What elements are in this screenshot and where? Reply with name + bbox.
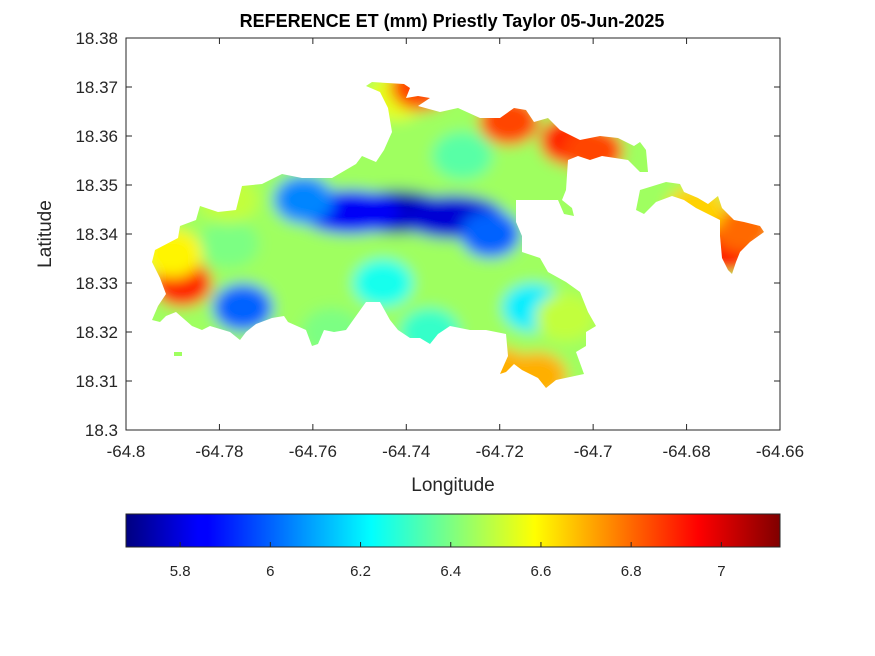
colorbar-tick-label: 6.6 xyxy=(531,563,552,580)
field-region xyxy=(352,259,413,307)
colorbar-tick-label: 6.2 xyxy=(350,563,371,580)
x-tick-label: -64.66 xyxy=(756,442,804,461)
y-axis: 18.3 18.31 18.32 18.33 18.34 18.35 18.36 18.37 1… xyxy=(75,29,780,440)
x-axis: -64.8 -64.78 -64.76 -64.74 -64.72 -64.7 -64.68… xyxy=(107,38,804,461)
colorbar-tick-label: 5.8 xyxy=(170,563,191,580)
y-tick-label: 18.3 xyxy=(85,421,118,440)
y-tick-label: 18.34 xyxy=(75,225,118,244)
x-tick-label: -64.76 xyxy=(289,442,337,461)
colorbar-ticks: 5.8 6 6.2 6.4 6.6 6.8 7 xyxy=(170,542,726,580)
x-tick-label: -64.74 xyxy=(382,442,430,461)
x-tick-label: -64.8 xyxy=(107,442,146,461)
x-tick-label: -64.68 xyxy=(662,442,710,461)
y-tick-label: 18.33 xyxy=(75,274,118,293)
y-tick-label: 18.36 xyxy=(75,127,118,146)
y-tick-label: 18.31 xyxy=(75,372,118,391)
colorbar: 5.8 6 6.2 6.4 6.6 6.8 7 xyxy=(125,513,781,580)
chart-title: REFERENCE ET (mm) Priestly Taylor 05-Jun… xyxy=(240,11,665,31)
field-region xyxy=(535,293,596,342)
y-tick-label: 18.32 xyxy=(75,323,118,342)
colorbar-gradient xyxy=(125,513,781,548)
field-region xyxy=(198,219,259,268)
y-tick-label: 18.38 xyxy=(75,29,118,48)
x-tick-label: -64.72 xyxy=(476,442,524,461)
colorbar-tick-label: 6 xyxy=(266,563,274,580)
y-tick-label: 18.37 xyxy=(75,78,118,97)
x-tick-label: -64.78 xyxy=(195,442,243,461)
field-region xyxy=(212,283,273,332)
field-region xyxy=(273,175,334,224)
colorbar-tick-label: 7 xyxy=(717,563,725,580)
y-axis-label: Latitude xyxy=(35,200,56,268)
colorbar-tick-label: 6.4 xyxy=(440,563,461,580)
field-region xyxy=(460,210,521,258)
field-region xyxy=(432,131,493,180)
field-region xyxy=(507,352,568,388)
x-axis-label: Longitude xyxy=(411,475,494,496)
colorbar-tick-label: 6.8 xyxy=(621,563,642,580)
x-tick-label: -64.7 xyxy=(574,442,613,461)
y-tick-label: 18.35 xyxy=(75,176,118,195)
plot-area xyxy=(126,38,780,430)
